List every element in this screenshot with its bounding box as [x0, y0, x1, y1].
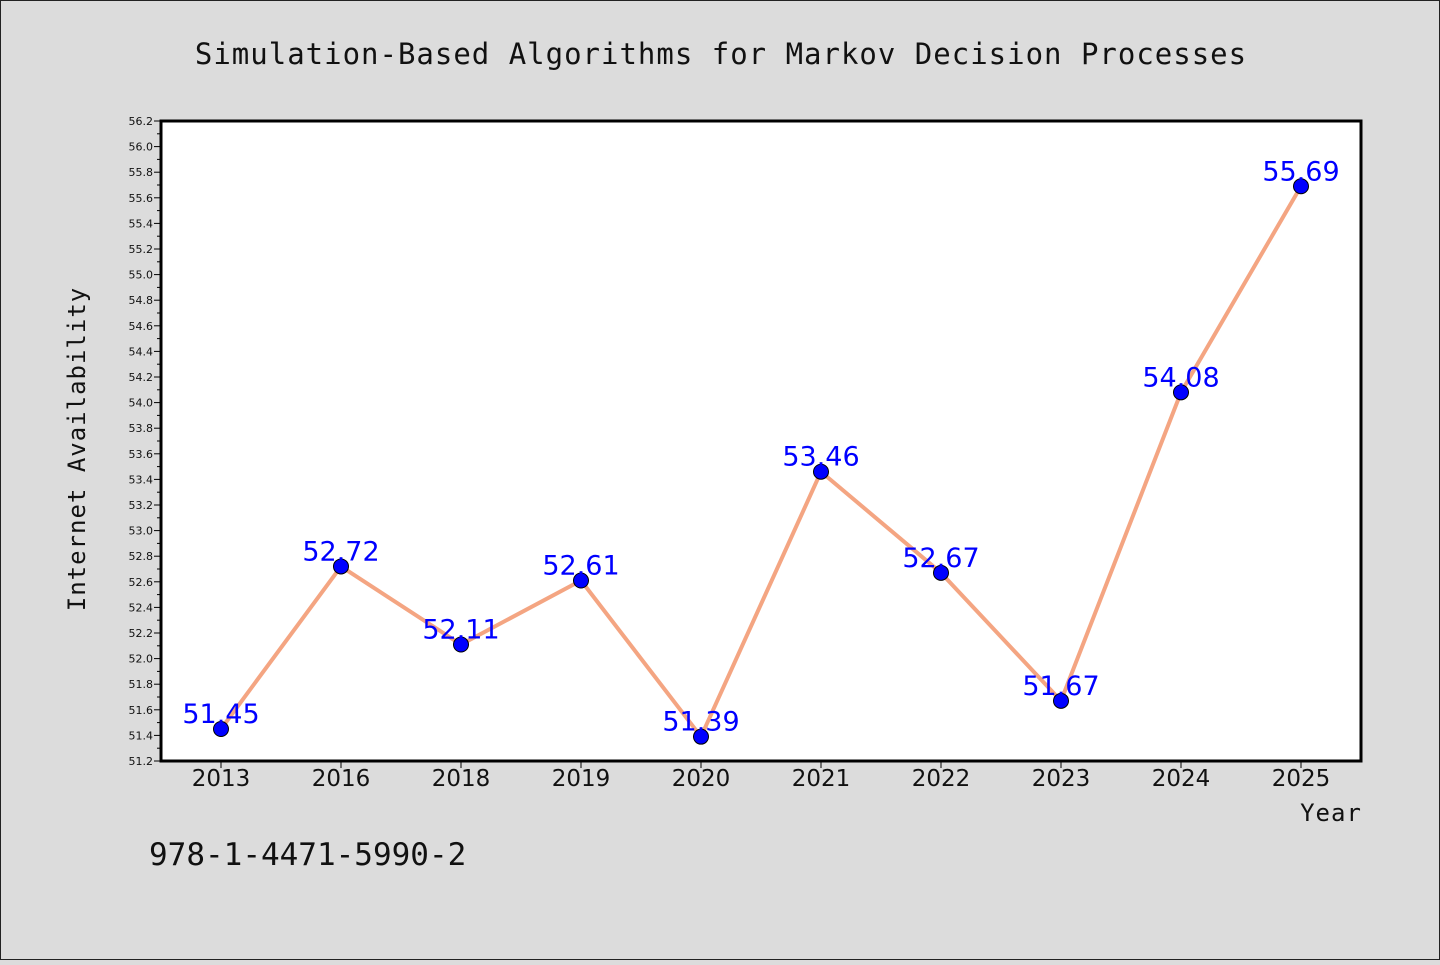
x-tick-label: 2021 — [792, 766, 851, 792]
y-tick-label: 51.8 — [129, 678, 154, 691]
y-tick-label: 52.0 — [129, 653, 154, 666]
data-point — [813, 463, 829, 480]
data-label: 53.46 — [782, 442, 859, 473]
data-point — [1053, 692, 1069, 709]
data-point — [213, 721, 229, 737]
y-tick-label: 51.2 — [129, 755, 154, 768]
y-tick-label: 53.6 — [129, 448, 154, 461]
y-tick-label: 54.8 — [129, 294, 154, 307]
y-tick-label: 52.8 — [129, 550, 154, 563]
y-tick-label: 53.0 — [129, 525, 154, 538]
data-point — [693, 728, 709, 745]
data-label: 52.72 — [302, 536, 379, 567]
x-tick-label: 2016 — [312, 766, 371, 792]
data-label: 51.67 — [1022, 671, 1099, 702]
y-tick-label: 52.2 — [129, 627, 154, 640]
y-tick-label: 55.0 — [129, 269, 154, 282]
y-tick-label: 54.0 — [129, 397, 154, 410]
y-tick-label: 55.8 — [129, 166, 154, 179]
y-tick-label: 53.2 — [129, 499, 154, 512]
x-tick-label: 2022 — [912, 766, 971, 792]
x-tick-label: 2025 — [1272, 766, 1331, 792]
y-tick-label: 51.4 — [129, 729, 154, 742]
series-line — [219, 185, 1303, 739]
data-point — [1293, 178, 1309, 195]
data-point — [573, 572, 589, 589]
y-tick-label: 53.8 — [129, 422, 154, 435]
y-tick-label: 56.2 — [129, 115, 154, 128]
y-tick-label: 51.6 — [129, 704, 154, 717]
data-label: 55.69 — [1262, 156, 1339, 187]
x-axis: 2013 2016 2018 2019 2020 2021 2022 2023 2024 2025 — [192, 761, 1331, 792]
y-tick-label: 56.0 — [129, 141, 154, 154]
chart-title: Simulation-Based Algorithms for Markov D… — [195, 37, 1247, 71]
x-tick-label: 2024 — [1152, 766, 1211, 792]
data-point — [933, 564, 949, 581]
y-tick-label: 54.4 — [129, 345, 154, 358]
data-point — [333, 558, 349, 575]
y-tick-label: 52.6 — [129, 576, 154, 589]
isbn-text: 978-1-4471-5990-2 — [149, 837, 466, 873]
y-axis: 51.2 51.4 51.6 51.8 52.0 52.2 52.4 52.6 52.8 53.0… — [129, 115, 161, 768]
data-label: 52.67 — [902, 543, 979, 574]
y-tick-label: 55.2 — [129, 243, 154, 256]
x-tick-label: 2013 — [192, 766, 251, 792]
y-tick-label: 55.6 — [129, 192, 154, 205]
data-label: 52.61 — [542, 551, 619, 582]
data-label: 51.39 — [662, 707, 739, 738]
data-label: 52.11 — [422, 615, 499, 646]
x-tick-label: 2020 — [672, 766, 731, 792]
y-tick-label: 54.2 — [129, 371, 154, 384]
y-tick-label: 53.4 — [129, 473, 154, 486]
x-tick-label: 2023 — [1032, 766, 1091, 792]
x-tick-label: 2019 — [552, 766, 611, 792]
x-tick-label: 2018 — [432, 766, 491, 792]
y-axis-label: Internet Availability — [63, 287, 91, 611]
y-tick-label: 54.6 — [129, 320, 154, 333]
data-point — [1173, 384, 1189, 401]
series-layer — [213, 178, 1309, 745]
x-axis-label: Year — [1300, 799, 1362, 827]
data-label: 51.45 — [182, 699, 259, 730]
y-tick-label: 52.4 — [129, 601, 154, 614]
data-label: 54.08 — [1142, 362, 1219, 393]
data-point — [453, 636, 469, 653]
data-labels: 51.45 52.72 52.11 52.61 51.39 53.46 52.67 51.67… — [182, 156, 1339, 737]
plot-area — [159, 119, 1363, 763]
y-tick-label: 55.4 — [129, 217, 154, 230]
